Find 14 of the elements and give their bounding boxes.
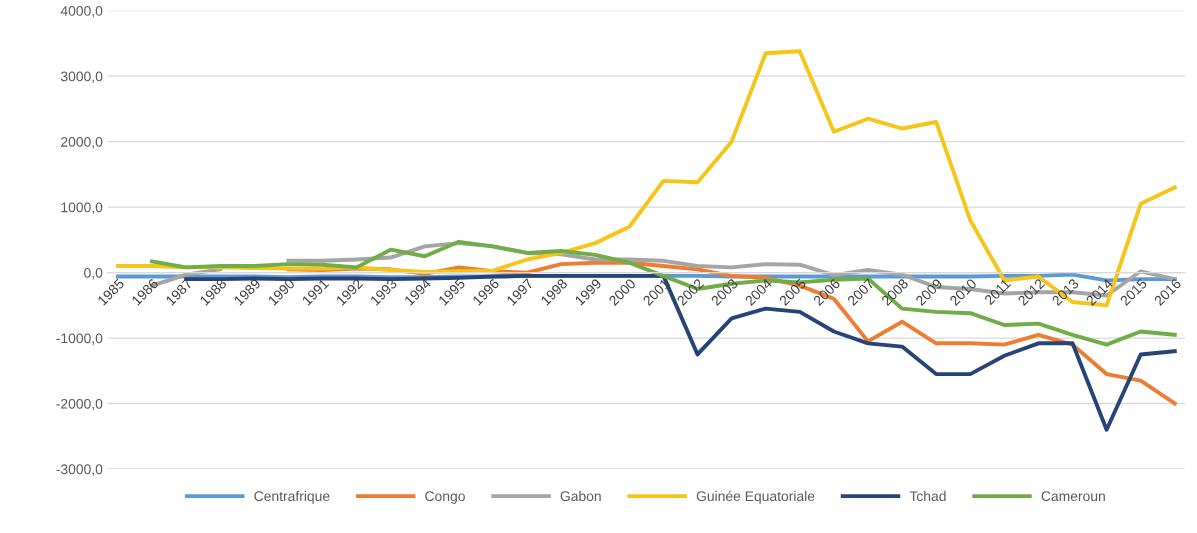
- y-tick-label: 2000,0: [61, 136, 103, 149]
- y-tick-label: -2000,0: [56, 398, 103, 411]
- legend-label: Guinée Equatoriale: [696, 490, 815, 504]
- y-tick-label: -1000,0: [56, 333, 103, 345]
- y-tick-label: -3000,0: [56, 464, 103, 476]
- legend-label: Tchad: [909, 490, 946, 502]
- legend-label: Cameroun: [1041, 491, 1105, 502]
- legend-label: Congo: [425, 491, 465, 504]
- legend-label: Gabon: [560, 490, 601, 502]
- y-tick-label: 0,0: [84, 267, 103, 280]
- y-tick-label: 4000,0: [60, 5, 103, 18]
- legend-label: Centrafrique: [254, 490, 330, 504]
- y-tick-label: 1000,0: [61, 202, 103, 214]
- y-tick-label: 3000,0: [60, 71, 103, 83]
